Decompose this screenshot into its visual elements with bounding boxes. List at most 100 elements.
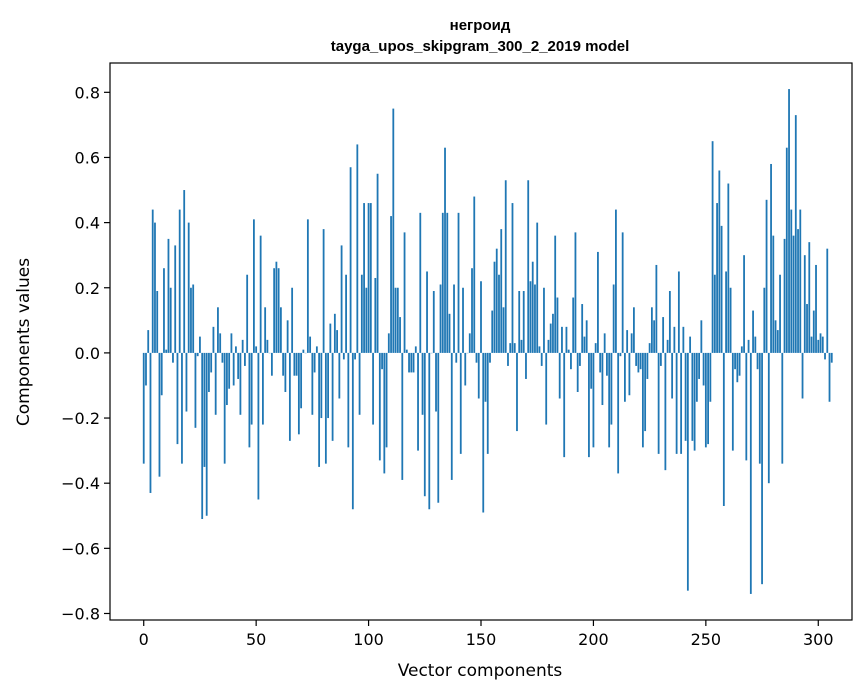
- bar-23: [194, 352, 197, 428]
- bar-286: [785, 147, 788, 353]
- bar-190: [570, 352, 572, 370]
- bar-108: [385, 352, 388, 448]
- bar-0: [142, 352, 145, 464]
- bar-46: [246, 274, 249, 353]
- bar-80: [322, 229, 325, 353]
- bar-266: [740, 346, 743, 353]
- bar-130: [435, 352, 437, 412]
- bar-35: [221, 352, 224, 363]
- bar-238: [677, 271, 680, 353]
- bar-4: [151, 209, 154, 353]
- bar-19: [185, 352, 188, 412]
- bar-124: [421, 352, 424, 415]
- bar-6: [156, 291, 159, 353]
- bar-94: [354, 352, 356, 360]
- bar-234: [668, 291, 671, 353]
- bar-101: [369, 203, 372, 353]
- bar-256: [718, 170, 721, 353]
- bar-60: [277, 268, 280, 353]
- bar-214: [624, 352, 626, 402]
- bar-47: [248, 352, 251, 448]
- y-tick-label: 0.2: [75, 279, 100, 298]
- bar-43: [239, 352, 242, 415]
- bar-34: [219, 333, 222, 353]
- bar-292: [799, 209, 802, 353]
- bar-13: [172, 352, 174, 363]
- bar-11: [167, 238, 170, 353]
- bar-70: [300, 352, 303, 409]
- bar-282: [776, 330, 779, 353]
- bar-264: [736, 352, 739, 383]
- bar-177: [540, 352, 543, 366]
- bar-178: [543, 287, 545, 353]
- bar-261: [729, 287, 732, 353]
- bar-9: [163, 268, 165, 353]
- bar-103: [374, 277, 377, 353]
- bar-132: [439, 284, 442, 353]
- bar-283: [779, 274, 781, 353]
- bar-245: [693, 352, 696, 451]
- bar-187: [563, 352, 566, 458]
- bar-155: [491, 310, 494, 353]
- bar-136: [448, 313, 451, 353]
- chart-title: негроид: [450, 17, 511, 34]
- bar-185: [558, 352, 561, 399]
- bar-154: [489, 352, 491, 363]
- bar-244: [691, 352, 694, 441]
- bar-100: [367, 203, 370, 353]
- bar-64: [286, 320, 289, 353]
- bar-135: [446, 212, 449, 353]
- bar-169: [522, 291, 525, 353]
- bar-294: [803, 255, 806, 353]
- bar-137: [450, 352, 453, 480]
- bar-42: [237, 352, 240, 379]
- y-tick-label: 0.6: [75, 148, 100, 167]
- bar-84: [331, 352, 334, 441]
- bar-66: [291, 287, 294, 353]
- bar-152: [484, 352, 487, 402]
- bar-205: [603, 333, 606, 353]
- bar-159: [500, 229, 503, 353]
- bar-96: [358, 352, 361, 415]
- bar-170: [525, 352, 527, 379]
- y-tick-label: −0.4: [61, 474, 100, 493]
- bar-248: [700, 320, 703, 353]
- bar-71: [302, 349, 305, 353]
- bar-237: [675, 352, 678, 454]
- bar-221: [639, 352, 642, 370]
- bar-218: [633, 307, 635, 353]
- bar-126: [426, 271, 428, 353]
- x-tick-label: 200: [578, 630, 609, 649]
- bar-111: [392, 108, 395, 353]
- bar-14: [174, 245, 177, 353]
- bar-68: [295, 352, 298, 376]
- x-tick-label: 250: [691, 630, 722, 649]
- bar-88: [340, 245, 343, 353]
- bar-284: [781, 352, 784, 464]
- bar-31: [212, 326, 215, 353]
- x-tick-label: 100: [353, 630, 384, 649]
- bar-235: [671, 352, 674, 399]
- bar-285: [783, 238, 786, 353]
- bar-118: [408, 352, 410, 373]
- bars-group: [142, 89, 833, 594]
- bar-174: [534, 284, 536, 353]
- bar-191: [572, 297, 575, 353]
- bar-180: [547, 339, 550, 353]
- bar-39: [230, 333, 233, 353]
- bar-156: [493, 261, 496, 353]
- bar-258: [722, 352, 725, 506]
- bar-202: [597, 251, 599, 353]
- bar-69: [297, 352, 300, 435]
- bar-253: [711, 141, 714, 353]
- bar-97: [360, 274, 363, 353]
- bar-48: [250, 352, 253, 425]
- y-tick-label: 0.0: [75, 344, 100, 363]
- bar-303: [824, 352, 826, 360]
- bar-275: [761, 352, 763, 585]
- x-axis: 0 50 100 150 200 250 300: [139, 620, 834, 649]
- bar-164: [511, 203, 514, 353]
- bar-166: [516, 352, 518, 432]
- bar-298: [812, 310, 815, 353]
- y-tick-label: 0.4: [75, 214, 100, 233]
